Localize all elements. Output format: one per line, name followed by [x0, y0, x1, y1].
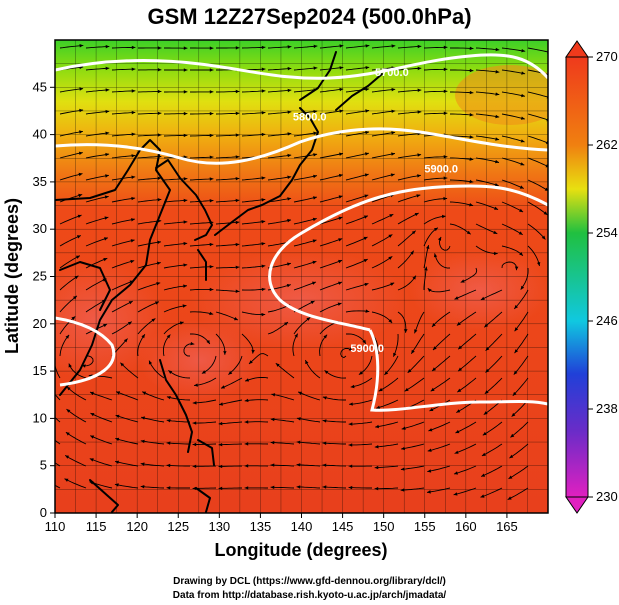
lon-tick-label: 135	[250, 519, 272, 534]
lon-tick-label: 120	[126, 519, 148, 534]
colorbar-tick-label: 246	[596, 313, 618, 328]
lon-tick-label: 150	[373, 519, 395, 534]
lon-tick-label: 160	[455, 519, 477, 534]
lon-tick-label: 130	[208, 519, 230, 534]
colorbar-tick-label: 254	[596, 225, 618, 240]
lon-tick-label: 165	[496, 519, 518, 534]
colorbar-max-arrow	[565, 40, 589, 58]
credit-data-source: Data from http://database.rish.kyoto-u.a…	[172, 590, 447, 601]
lon-tick-label: 155	[414, 519, 436, 534]
lon-tick-label: 140	[291, 519, 313, 534]
lat-tick-label: 40	[33, 127, 47, 142]
geopotential-contours	[55, 53, 548, 412]
lat-tick-label: 10	[33, 410, 47, 425]
lat-tick-label: 25	[33, 269, 47, 284]
lat-tick-label: 5	[40, 458, 47, 473]
colorbar-min-arrow	[565, 496, 589, 514]
contour-label: 5700.0	[375, 67, 409, 79]
lon-tick-label: 110	[45, 519, 66, 534]
lat-tick-label: 0	[40, 505, 47, 520]
colorbar-tick-label: 230	[596, 489, 618, 504]
grid-lines	[55, 40, 548, 513]
lat-tick-label: 45	[33, 79, 47, 94]
credit-drawing: Drawing by DCL (https://www.gfd-dennou.o…	[173, 576, 446, 587]
contour-label: 5900.0	[424, 163, 458, 175]
y-axis-label: Latitude (degrees)	[2, 198, 22, 354]
map-title: GSM 12Z27Sep2024 (500.0hPa)	[147, 4, 472, 29]
longitude-ticks: 110 115 120 125 130 135 140 145 150 155 160 165	[45, 513, 518, 534]
lon-tick-label: 125	[167, 519, 189, 534]
x-axis-label: Longitude (degrees)	[214, 540, 387, 560]
lat-tick-label: 35	[33, 174, 47, 189]
contour-label: 5800.0	[293, 111, 327, 123]
lon-tick-label: 115	[86, 519, 107, 534]
lat-tick-label: 20	[33, 316, 47, 331]
colorbar-tick-label: 262	[596, 137, 618, 152]
lon-tick-label: 145	[332, 519, 354, 534]
colorbar-tick-label: 238	[596, 401, 618, 416]
colorbar: 270 262 254 246 238 230	[565, 40, 618, 514]
lat-tick-label: 30	[33, 221, 47, 236]
contour-label: 5900.0	[350, 343, 384, 355]
contour-labels: 5700.0 5800.0 5900.0 5900.0	[293, 67, 458, 355]
latitude-ticks: 0 5 10 15 20 25 30 35 40 45	[33, 79, 55, 520]
lat-tick-label: 15	[33, 363, 47, 378]
colorbar-tick-label: 270	[596, 49, 618, 64]
